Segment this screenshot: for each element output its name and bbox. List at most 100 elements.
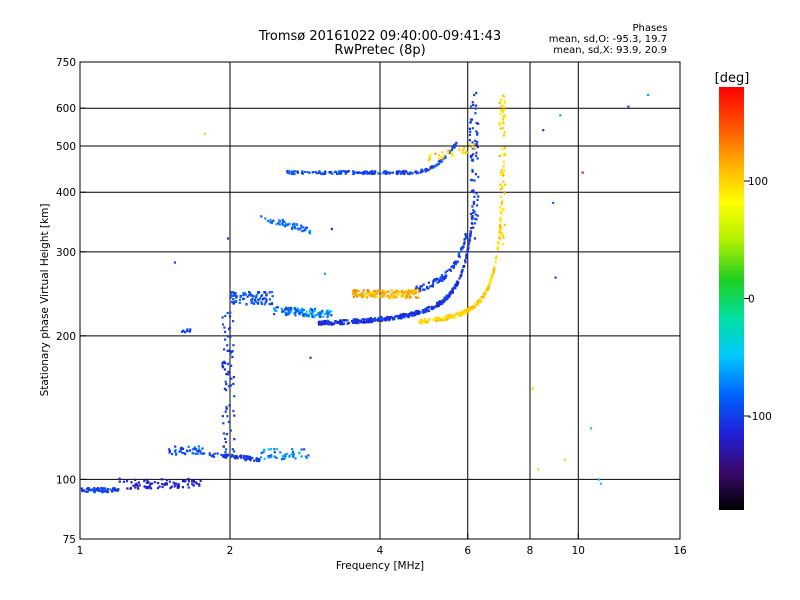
x-mode-point: [461, 151, 464, 154]
o-mode-point: [158, 485, 161, 488]
o-mode-point: [458, 255, 461, 258]
o-mode-point: [423, 308, 427, 311]
o-mode-point: [272, 219, 275, 222]
o-mode-point: [475, 154, 478, 157]
x-mode-point: [501, 126, 505, 129]
o-mode-point: [442, 298, 445, 301]
o-mode-point: [303, 314, 307, 317]
x-mode-point: [502, 180, 505, 183]
o-mode-point: [222, 432, 226, 435]
y-tick-label: 750: [56, 57, 76, 69]
o-mode-point: [308, 232, 312, 235]
o-mode-point: [434, 279, 438, 282]
o-mode-point: [411, 172, 414, 175]
x-mode-point: [446, 314, 449, 318]
x-mode-point: [443, 318, 447, 322]
o-mode-point: [471, 127, 474, 130]
o-mode-point: [325, 321, 328, 324]
o-mode-point: [399, 172, 403, 175]
x-mode-point: [480, 300, 483, 303]
o-mode-point: [181, 451, 184, 455]
o-mode-point: [294, 308, 297, 311]
o-mode-point: [394, 315, 397, 318]
o-mode-point: [437, 280, 441, 283]
o-mode-point: [253, 459, 256, 462]
o-mode-point: [138, 484, 141, 487]
o-mode-point: [430, 165, 433, 168]
o-mode-point: [357, 319, 360, 322]
o-mode-point: [369, 318, 373, 321]
o-mode-point: [276, 447, 279, 451]
o-mode-point: [470, 159, 474, 162]
x-mode-point: [407, 289, 410, 292]
o-mode-point: [334, 319, 337, 323]
o-mode-point: [434, 164, 437, 167]
o-mode-point: [137, 481, 141, 484]
o-mode-point: [327, 323, 330, 326]
o-mode-point: [223, 360, 226, 363]
x-mode-point: [373, 294, 376, 297]
x-mode-point: [465, 310, 468, 313]
o-mode-point: [113, 487, 117, 490]
o-mode-point: [329, 322, 332, 325]
o-mode-point: [255, 293, 258, 297]
o-mode-point: [170, 452, 174, 456]
o-mode-point: [459, 247, 463, 250]
o-mode-point: [463, 241, 466, 244]
x-mode-point: [493, 265, 496, 268]
o-mode-point: [288, 455, 291, 458]
x-mode-point: [503, 101, 507, 104]
o-mode-point: [232, 301, 235, 304]
o-mode-point: [465, 235, 468, 238]
o-mode-point: [322, 315, 325, 318]
o-mode-point: [366, 318, 369, 321]
o-mode-point: [420, 285, 424, 288]
x-mode-point: [491, 275, 494, 278]
o-mode-point: [427, 168, 430, 172]
x-mode-point: [428, 157, 431, 161]
o-mode-point: [225, 433, 229, 436]
o-mode-point: [153, 481, 157, 484]
x-mode-point: [396, 290, 400, 293]
o-mode-point: [225, 372, 228, 376]
o-mode-point: [223, 368, 226, 371]
x-mode-point: [441, 157, 444, 160]
o-mode-point: [199, 479, 202, 483]
o-mode-point: [268, 298, 272, 301]
o-mode-point: [286, 170, 289, 173]
o-mode-point: [424, 310, 427, 314]
o-mode-point: [232, 294, 235, 297]
o-mode-point: [236, 455, 239, 458]
o-mode-point: [324, 322, 327, 325]
o-mode-point: [82, 489, 85, 492]
o-mode-point: [389, 171, 392, 174]
o-mode-point: [254, 300, 257, 303]
o-mode-point: [269, 218, 272, 222]
o-mode-point: [413, 312, 416, 315]
x-mode-point: [390, 295, 393, 298]
o-mode-point: [402, 171, 405, 174]
x-mode-point: [371, 292, 375, 295]
x-mode-point: [502, 208, 505, 211]
o-mode-point: [263, 457, 266, 460]
x-mode-point: [413, 291, 416, 294]
o-mode-point: [220, 453, 223, 456]
x-mode-point: [413, 288, 416, 291]
o-mode-point: [222, 445, 225, 448]
o-mode-point: [333, 170, 336, 173]
o-mode-point: [294, 170, 297, 173]
x-mode-point: [499, 206, 502, 209]
x-mode-point: [498, 101, 502, 105]
o-mode-point: [476, 145, 479, 149]
o-mode-point: [392, 318, 395, 321]
scatter-point: [599, 482, 603, 485]
x-mode-point: [498, 121, 501, 124]
o-mode-point: [449, 150, 452, 153]
x-mode-point: [499, 219, 502, 223]
o-mode-point: [377, 317, 380, 320]
o-mode-point: [172, 481, 175, 484]
o-mode-point: [425, 285, 429, 289]
o-mode-point: [86, 490, 89, 493]
o-mode-point: [453, 143, 456, 147]
x-tick-label: 4: [377, 545, 384, 557]
